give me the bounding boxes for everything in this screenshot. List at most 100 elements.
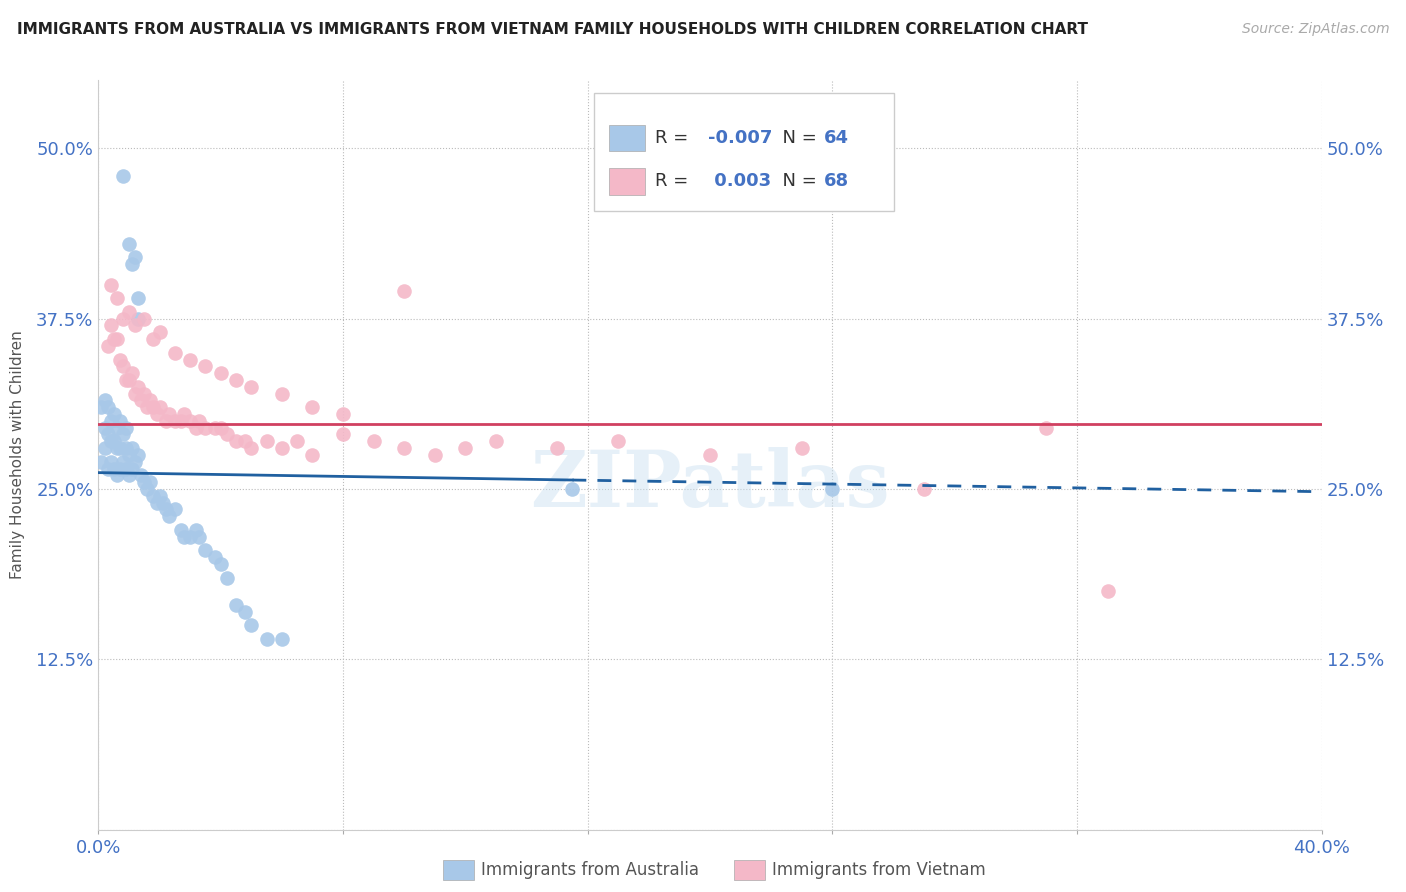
Point: [115, 420, 138, 434]
Point: [209, 557, 232, 571]
Point: [699, 448, 721, 462]
Point: [270, 441, 292, 455]
Point: [103, 461, 125, 475]
Point: [285, 434, 308, 449]
Point: [392, 285, 416, 299]
Point: [100, 318, 122, 333]
Point: [188, 530, 211, 544]
Point: [240, 380, 263, 394]
Point: [152, 495, 174, 509]
Point: [121, 461, 143, 475]
Text: R =: R =: [655, 172, 695, 190]
Point: [115, 441, 138, 455]
Point: [108, 352, 131, 367]
Point: [546, 441, 568, 455]
Point: [1035, 420, 1057, 434]
Text: N =: N =: [772, 172, 823, 190]
Point: [127, 311, 149, 326]
Text: Immigrants from Vietnam: Immigrants from Vietnam: [772, 861, 986, 879]
Point: [149, 326, 172, 340]
Point: [179, 530, 201, 544]
Point: [121, 366, 143, 380]
Text: R =: R =: [655, 129, 695, 147]
Point: [256, 434, 278, 449]
Point: [121, 257, 143, 271]
Point: [163, 345, 186, 359]
Point: [561, 482, 583, 496]
FancyBboxPatch shape: [609, 169, 645, 194]
Point: [188, 414, 211, 428]
Point: [100, 277, 122, 292]
Point: [186, 523, 208, 537]
Point: [179, 352, 201, 367]
Point: [301, 401, 323, 415]
Point: [821, 482, 844, 496]
Point: [363, 434, 385, 449]
Point: [108, 461, 131, 475]
Point: [173, 530, 195, 544]
Point: [149, 489, 172, 503]
Text: 64: 64: [824, 129, 849, 147]
Point: [115, 461, 138, 475]
Point: [90, 401, 112, 415]
Point: [392, 441, 416, 455]
Point: [194, 543, 217, 558]
Point: [100, 414, 122, 428]
Point: [215, 427, 238, 442]
Point: [240, 441, 263, 455]
Point: [127, 291, 149, 305]
Point: [270, 386, 292, 401]
Point: [111, 455, 134, 469]
Point: [454, 441, 477, 455]
Point: [179, 414, 201, 428]
Point: [170, 414, 193, 428]
Y-axis label: Family Households with Children: Family Households with Children: [10, 331, 25, 579]
Point: [108, 414, 131, 428]
Point: [270, 632, 292, 646]
Point: [134, 475, 156, 490]
Point: [105, 332, 128, 346]
Point: [127, 380, 149, 394]
Point: [233, 605, 256, 619]
Point: [118, 236, 141, 251]
Point: [204, 550, 226, 565]
Point: [115, 373, 138, 387]
Point: [301, 448, 323, 462]
Point: [124, 455, 146, 469]
Point: [173, 407, 195, 421]
FancyBboxPatch shape: [609, 125, 645, 151]
Point: [100, 455, 122, 469]
Point: [124, 386, 146, 401]
Point: [97, 427, 120, 442]
Point: [912, 482, 935, 496]
Point: [163, 414, 186, 428]
Point: [209, 420, 232, 434]
Point: [90, 455, 112, 469]
Point: [111, 169, 134, 183]
Point: [149, 401, 172, 415]
Point: [155, 414, 177, 428]
Point: [103, 332, 125, 346]
Point: [93, 393, 115, 408]
Point: [186, 420, 208, 434]
Point: [225, 598, 247, 612]
Point: [93, 420, 115, 434]
Point: [136, 401, 159, 415]
Point: [170, 523, 193, 537]
Point: [157, 509, 180, 524]
Point: [111, 311, 134, 326]
Point: [485, 434, 508, 449]
Point: [233, 434, 256, 449]
Point: [332, 427, 354, 442]
Point: [194, 359, 217, 374]
Point: [124, 251, 146, 265]
Point: [134, 311, 156, 326]
Point: [423, 448, 446, 462]
Point: [108, 441, 131, 455]
Point: [97, 401, 120, 415]
Point: [155, 502, 177, 516]
Point: [225, 434, 247, 449]
Point: [118, 448, 141, 462]
Point: [93, 441, 115, 455]
Point: [215, 570, 238, 584]
